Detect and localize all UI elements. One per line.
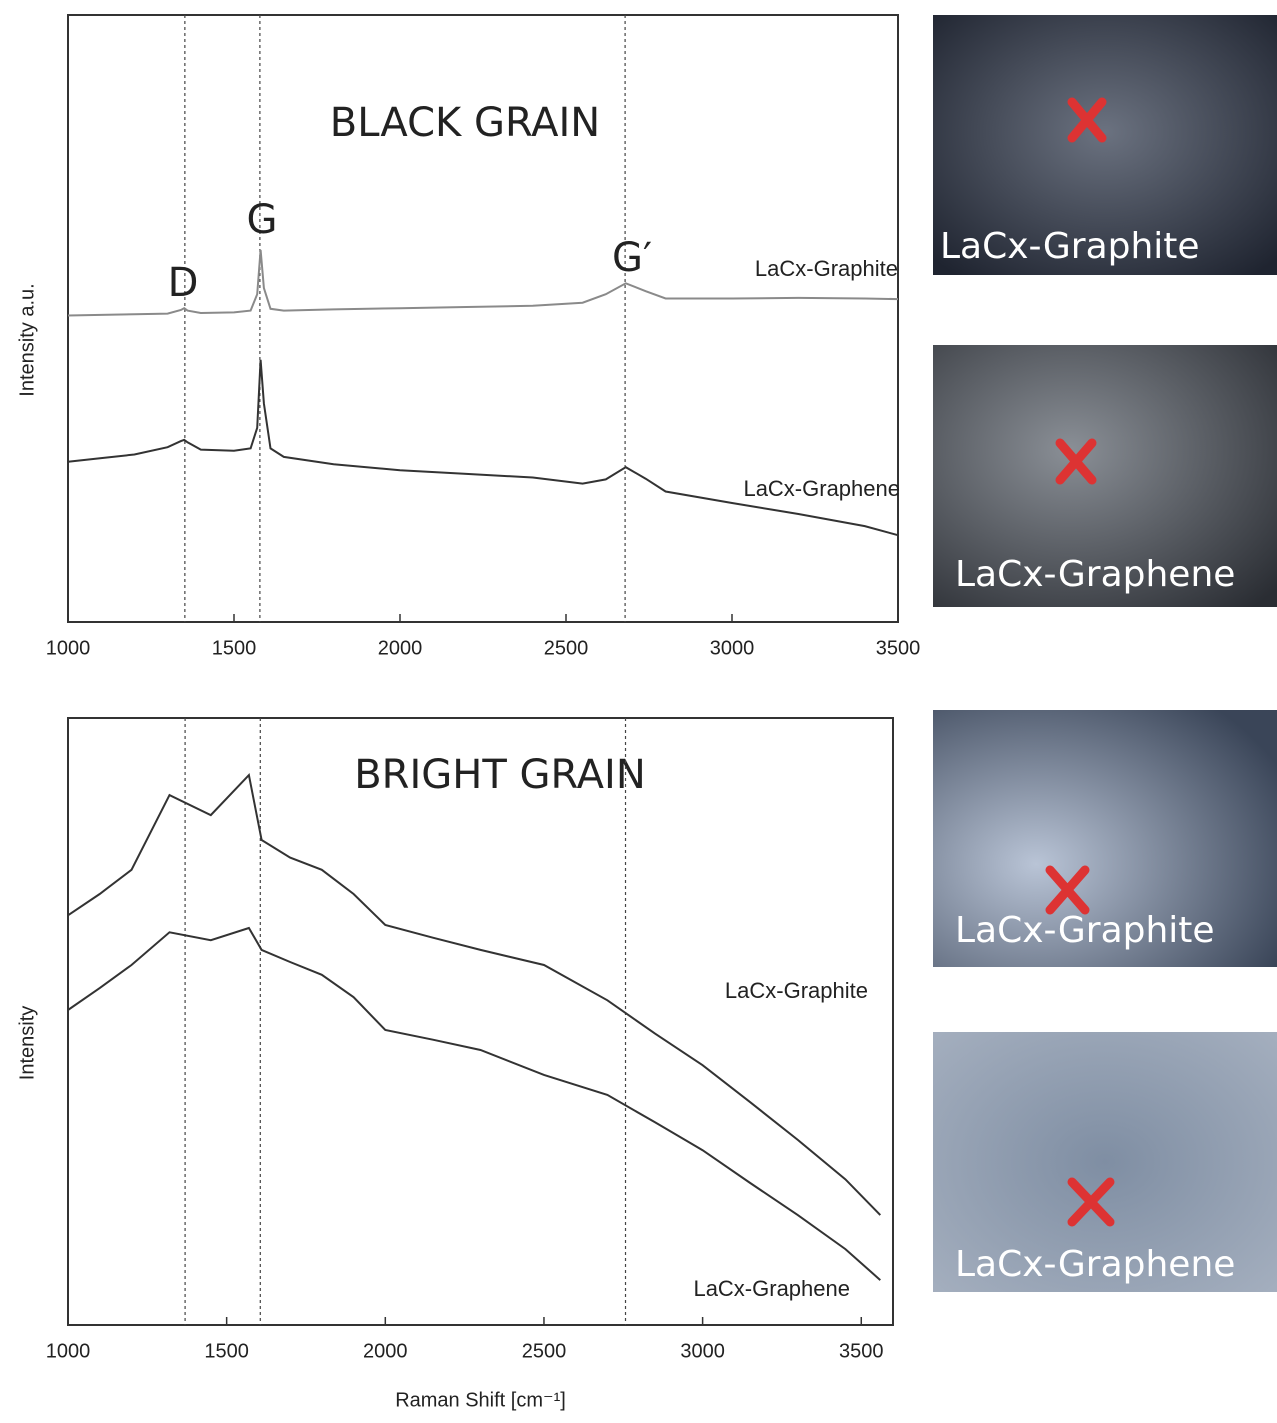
photo-label: LaCx-Graphite (955, 910, 1215, 951)
y-axis-label: Intensity a.u. (16, 283, 38, 396)
photo-label: LaCx-Graphene (955, 1244, 1235, 1285)
x-marker (1067, 97, 1107, 143)
photo (933, 710, 1277, 967)
x-tick-label: 2000 (363, 1340, 408, 1362)
x-tick-label: 2500 (522, 1340, 567, 1362)
x-marker (1067, 1177, 1115, 1227)
series-line (67, 926, 881, 1281)
series-line (67, 773, 882, 1216)
series-line (67, 249, 899, 317)
photo-label: LaCx-Graphene (955, 554, 1235, 595)
photo-label: LaCx-Graphite (940, 226, 1200, 267)
photo (933, 1032, 1277, 1292)
series-label: LaCx-Graphene (693, 1276, 850, 1301)
plot-frame (67, 717, 894, 1326)
x-marker (1055, 438, 1097, 485)
photo (933, 15, 1277, 275)
series-label: LaCx-Graphite (725, 978, 868, 1003)
x-tick-label: 1000 (46, 1340, 91, 1362)
x-tick-label: 3000 (710, 637, 755, 659)
series-line (67, 359, 899, 537)
x-axis-label: Raman Shift [cm⁻¹] (395, 1389, 566, 1411)
x-marker (1045, 865, 1090, 915)
x-tick-label: 1500 (212, 637, 257, 659)
x-tick-label: 2000 (378, 637, 423, 659)
y-axis-label: Intensity (16, 1006, 38, 1080)
photos (933, 15, 1277, 1292)
series-label: LaCx-Graphite (755, 256, 898, 281)
x-tick-label: 3500 (876, 637, 921, 659)
peak-label: G′ (612, 235, 652, 281)
peak-label: D (168, 260, 199, 306)
photo (933, 345, 1277, 607)
x-tick-label: 1000 (46, 637, 91, 659)
x-tick-label: 1500 (204, 1340, 249, 1362)
chart-title: BRIGHT GRAIN (354, 752, 646, 798)
peak-label: G (247, 197, 278, 243)
x-tick-label: 3000 (680, 1340, 725, 1362)
series-label: LaCx-Graphene (743, 476, 900, 501)
chart-title: BLACK GRAIN (330, 100, 600, 146)
plot-frame (67, 14, 899, 623)
x-tick-label: 3500 (839, 1340, 884, 1362)
markers (1045, 97, 1115, 1227)
x-tick-label: 2500 (544, 637, 589, 659)
